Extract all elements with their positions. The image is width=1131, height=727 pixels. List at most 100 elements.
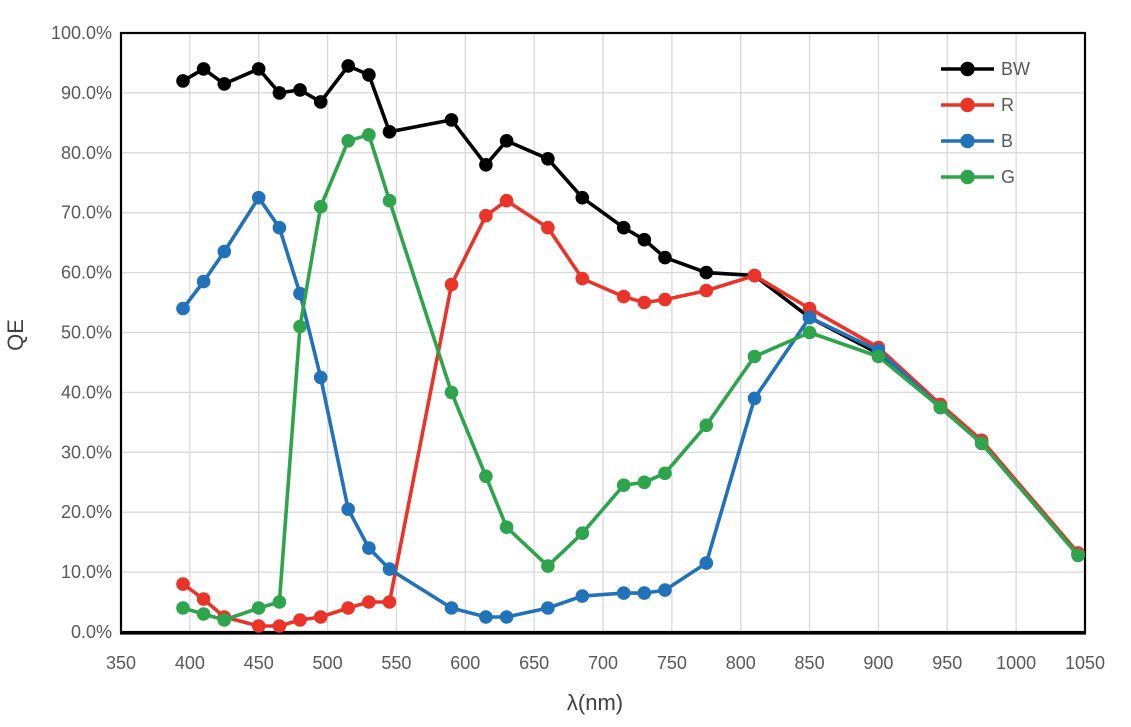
y-axis-tick-label: 80.0%: [61, 143, 112, 163]
x-axis-tick-label: 450: [244, 653, 274, 673]
data-point-bw: [293, 83, 307, 97]
legend-label-g: G: [1001, 167, 1015, 187]
data-point-b: [541, 601, 555, 615]
data-point-bw: [176, 74, 190, 88]
y-axis-tick-label: 60.0%: [61, 263, 112, 283]
y-axis-tick-label: 30.0%: [61, 442, 112, 462]
data-point-r: [699, 283, 714, 298]
data-point-bw: [499, 134, 514, 148]
data-point-bw: [382, 125, 397, 139]
x-axis-tick-label: 950: [932, 653, 962, 673]
data-point-b: [362, 541, 376, 555]
y-axis-tick-label: 70.0%: [61, 203, 112, 223]
data-point-b: [802, 310, 817, 325]
data-point-bw: [575, 190, 590, 205]
data-point-g: [382, 193, 397, 208]
data-point-b: [341, 502, 356, 516]
data-point-r: [176, 577, 190, 591]
data-point-g: [499, 520, 514, 534]
data-point-g: [176, 601, 190, 615]
x-axis-tick-label: 750: [657, 653, 687, 673]
x-axis-tick-label: 600: [450, 653, 480, 673]
data-point-b: [499, 610, 514, 624]
data-point-g: [658, 466, 672, 481]
x-axis-tick-label: 350: [106, 653, 136, 673]
data-point-r: [541, 220, 555, 235]
data-point-g: [616, 478, 631, 493]
y-axis-tick-label: 40.0%: [61, 382, 112, 402]
data-point-r: [362, 595, 376, 609]
data-point-g: [637, 475, 652, 490]
data-point-b: [217, 244, 232, 259]
data-point-r: [272, 619, 287, 633]
y-axis-tick-label: 100.0%: [51, 23, 112, 43]
legend-label-bw: BW: [1001, 59, 1030, 79]
data-point-b: [658, 583, 672, 597]
series-line-r: [181, 198, 1080, 628]
data-point-b: [382, 562, 397, 576]
legend-swatch-marker-g: [960, 169, 975, 185]
data-point-b: [176, 301, 190, 316]
data-point-bw: [341, 59, 356, 73]
data-point-g: [541, 559, 555, 573]
x-axis-tick-label: 1050: [1065, 653, 1105, 673]
data-point-bw: [699, 265, 714, 280]
x-axis-tick-label: 1000: [996, 653, 1036, 673]
legend-swatch-marker-b: [960, 133, 975, 149]
data-point-r: [575, 271, 590, 286]
data-point-g: [479, 469, 493, 484]
data-point-g: [362, 128, 376, 142]
x-axis-tick-label: 650: [519, 653, 549, 673]
data-point-r: [444, 277, 459, 292]
data-point-g: [1071, 548, 1085, 563]
data-point-b: [479, 610, 493, 624]
data-point-bw: [362, 68, 376, 82]
x-axis-tick-label: 900: [863, 653, 893, 673]
data-point-b: [699, 556, 714, 570]
data-point-bw: [658, 250, 672, 265]
y-axis-tick-label: 20.0%: [61, 502, 112, 522]
data-point-g: [196, 607, 211, 621]
y-axis-tick-label: 0.0%: [71, 622, 112, 642]
data-point-g: [802, 325, 817, 340]
x-axis-tick-label: 850: [795, 653, 825, 673]
legend-label-r: R: [1001, 95, 1014, 115]
data-point-r: [658, 292, 672, 307]
data-point-r: [382, 595, 397, 609]
data-point-g: [313, 199, 328, 214]
data-point-r: [196, 592, 211, 606]
data-point-bw: [196, 62, 211, 76]
data-point-g: [217, 613, 232, 627]
data-point-g: [341, 134, 356, 148]
data-point-bw: [217, 77, 232, 91]
data-point-g: [699, 418, 714, 433]
data-point-bw: [479, 158, 493, 172]
data-point-g: [747, 349, 762, 364]
data-point-b: [313, 370, 328, 385]
data-point-b: [575, 589, 590, 603]
data-point-g: [272, 595, 287, 609]
x-axis-title: λ(nm): [566, 690, 624, 715]
data-point-r: [637, 295, 652, 310]
x-axis-tick-label: 400: [175, 653, 205, 673]
data-point-bw: [541, 152, 555, 166]
data-point-bw: [616, 220, 631, 235]
data-point-bw: [637, 232, 652, 247]
y-axis-tick-label: 10.0%: [61, 562, 112, 582]
data-point-r: [616, 289, 631, 304]
data-point-g: [251, 601, 266, 615]
data-point-g: [575, 526, 590, 540]
y-axis-tick-label: 90.0%: [61, 83, 112, 103]
data-point-g: [933, 400, 948, 415]
data-point-b: [616, 586, 631, 600]
data-point-g: [293, 319, 307, 334]
data-point-r: [341, 601, 356, 615]
data-point-g: [444, 385, 459, 400]
data-point-r: [251, 619, 266, 633]
y-axis-tick-label: 50.0%: [61, 323, 112, 343]
data-point-g: [974, 436, 989, 451]
data-point-bw: [313, 95, 328, 109]
data-point-r: [479, 208, 493, 223]
